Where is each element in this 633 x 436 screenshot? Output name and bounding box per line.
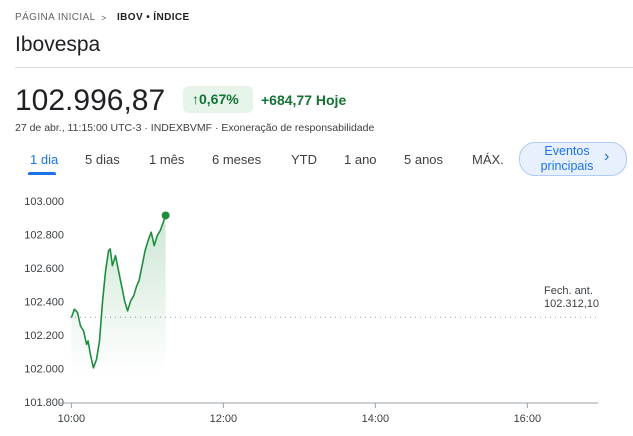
y-tick-label: 102.000 [24, 363, 64, 375]
arrow-up: ↑ [192, 91, 199, 107]
tab[interactable]: 5 dias [85, 152, 120, 167]
area [71, 215, 166, 373]
breadcrumb-current: IBOV • ÍNDICE [117, 12, 190, 23]
previous-close-value: 102.312,10 [544, 298, 599, 310]
change-percent: 0,67% [199, 91, 239, 107]
price: 102.996,87 [15, 84, 166, 117]
y-tick-label: 102.800 [24, 229, 64, 241]
meta: 27 de abr., 11:15:00 UTC-3 · INDEXBVMF ·… [15, 122, 375, 134]
x-tick-label: 14:00 [362, 413, 390, 425]
x-tick-label: 10:00 [58, 413, 86, 425]
tab[interactable]: YTD [291, 152, 317, 167]
tab-underline [28, 172, 56, 175]
line [70, 215, 167, 369]
breadcrumb-home[interactable]: PÁGINA INICIAL [15, 12, 96, 23]
tab[interactable]: 1 ano [344, 152, 377, 167]
events-label: Eventos principais [540, 144, 594, 173]
y-tick-label: 102.600 [24, 263, 64, 275]
y-tick-label: 102.200 [24, 330, 64, 342]
change-today: +684,77 Hoje [261, 92, 347, 108]
events-button[interactable]: Eventos principais › [519, 142, 627, 176]
tab[interactable]: 6 meses [212, 152, 262, 167]
y-tick-label: 103.000 [24, 196, 64, 208]
tab[interactable]: MÁX. [472, 152, 504, 167]
tab[interactable]: 1 mês [149, 152, 185, 167]
title: Ibovespa [15, 33, 101, 56]
previous-close-label: Fech. ant. [544, 285, 593, 297]
tab[interactable]: 1 dia [30, 152, 59, 167]
tab[interactable]: 5 anos [404, 152, 444, 167]
y-tick-label: 102.400 [24, 296, 64, 308]
y-tick-label: 101.800 [24, 397, 64, 409]
last-point [161, 211, 170, 220]
x-tick-label: 12:00 [210, 413, 238, 425]
chevron: › [604, 148, 610, 165]
x-tick-label: 16:00 [514, 413, 542, 425]
breadcrumb-chevron: > [101, 13, 107, 23]
change-chip: ↑0,67% [183, 86, 253, 113]
separator [15, 67, 633, 68]
